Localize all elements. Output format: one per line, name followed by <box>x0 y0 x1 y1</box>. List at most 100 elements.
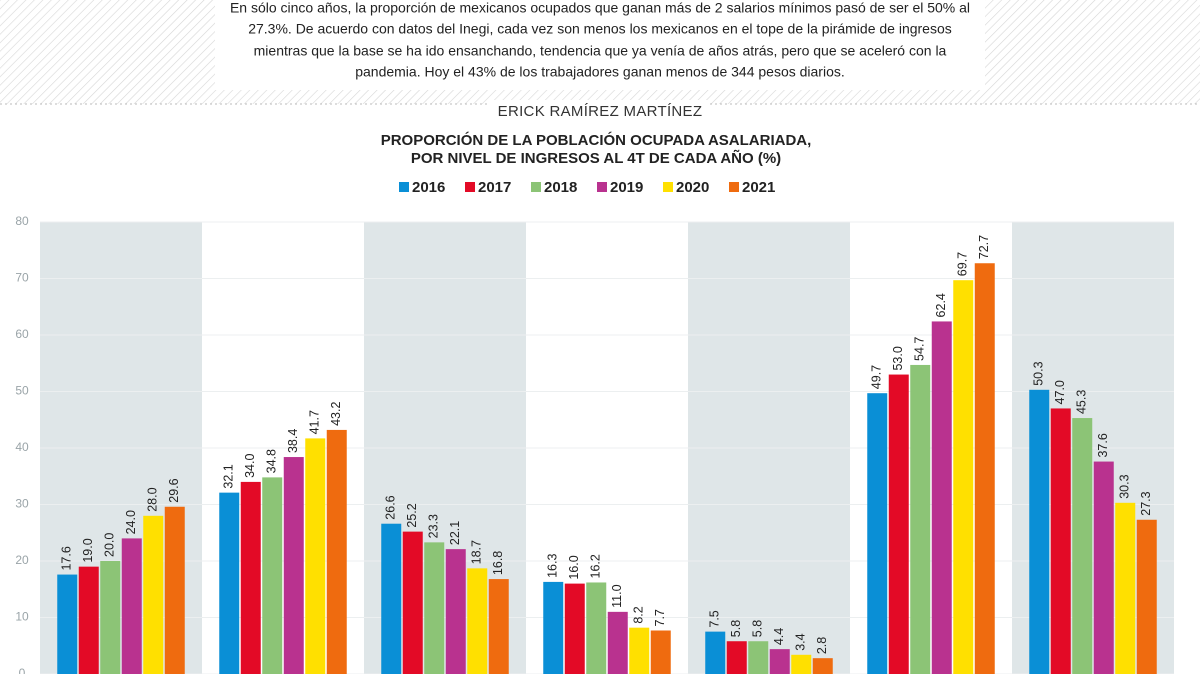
value-label: 34.0 <box>243 454 257 478</box>
bar <box>953 280 974 674</box>
chart-subtitle: POR NIVEL DE INGRESOS AL 4T DE CADA AÑO … <box>411 149 781 167</box>
bar <box>445 549 466 674</box>
legend-label: 2018 <box>544 179 577 196</box>
bar <box>769 649 790 674</box>
bar <box>1072 418 1093 674</box>
value-label: 17.6 <box>60 546 74 570</box>
value-label: 32.1 <box>222 464 236 488</box>
value-label: 22.1 <box>448 521 462 545</box>
bar <box>164 506 185 674</box>
value-label: 72.7 <box>977 235 991 259</box>
bar <box>726 641 747 674</box>
value-label: 41.7 <box>308 410 322 434</box>
legend-label: 2020 <box>676 179 709 196</box>
value-label: 16.0 <box>567 555 581 579</box>
paragraph-line: mientras que la base se ha ido ensanchan… <box>254 43 947 59</box>
bar <box>240 481 261 674</box>
bar <box>283 457 304 674</box>
value-label: 16.3 <box>546 554 560 578</box>
value-label: 30.3 <box>1118 474 1132 498</box>
bar <box>381 523 402 674</box>
paragraph-line: pandemia. Hoy el 43% de los trabajadores… <box>355 64 845 80</box>
bar <box>748 641 769 674</box>
bar <box>888 374 909 674</box>
bar <box>467 568 488 674</box>
value-label: 47.0 <box>1053 380 1067 404</box>
bar <box>812 658 833 674</box>
legend-swatch <box>597 182 607 192</box>
bar <box>121 538 142 674</box>
legend-label: 2016 <box>412 179 445 196</box>
bar <box>607 611 628 674</box>
chart-title: PROPORCIÓN DE LA POBLACIÓN OCUPADA ASALA… <box>381 131 812 149</box>
y-tick-label: 20 <box>15 553 29 567</box>
bar <box>1093 461 1114 674</box>
bar <box>78 566 99 674</box>
value-label: 11.0 <box>610 584 624 607</box>
value-label: 18.7 <box>470 540 484 564</box>
author-background <box>490 100 710 124</box>
value-label: 50.3 <box>1032 361 1046 385</box>
value-label: 5.8 <box>729 620 743 637</box>
legend-swatch <box>399 182 409 192</box>
y-tick-label: 50 <box>15 384 29 398</box>
value-label: 69.7 <box>956 252 970 276</box>
legend-swatch <box>663 182 673 192</box>
paragraph-line: 27.3%. De acuerdo con datos del Inegi, c… <box>248 21 952 37</box>
bar <box>305 438 326 674</box>
y-tick-label: 70 <box>15 271 29 285</box>
plot: 2016 2017 2018 2019 2020 2021 17.6 19.0 20.0 24.0… <box>57 179 1157 674</box>
bar <box>586 582 607 674</box>
value-label: 3.4 <box>794 633 808 650</box>
value-label: 34.8 <box>265 449 279 473</box>
legend-swatch <box>531 182 541 192</box>
value-label: 5.8 <box>751 620 765 637</box>
value-label: 8.2 <box>632 606 646 623</box>
bar <box>100 561 121 674</box>
value-label: 16.2 <box>589 554 603 578</box>
bar <box>1136 519 1157 674</box>
value-label: 49.7 <box>870 365 884 389</box>
bar <box>543 581 564 674</box>
value-label: 25.2 <box>405 503 419 527</box>
value-label: 45.3 <box>1075 390 1089 414</box>
value-label: 28.0 <box>146 487 160 511</box>
value-label: 26.6 <box>384 495 398 519</box>
bar <box>424 542 445 674</box>
y-tick-label: 80 <box>15 214 29 228</box>
legend-swatch <box>729 182 739 192</box>
bar <box>57 574 78 674</box>
value-label: 7.5 <box>708 610 722 627</box>
value-label: 4.4 <box>772 628 786 645</box>
value-label: 20.0 <box>103 533 117 557</box>
legend-label: 2019 <box>610 179 643 196</box>
bar <box>974 263 995 674</box>
value-label: 24.0 <box>124 510 138 534</box>
author: ERICK RAMÍREZ MARTÍNEZ <box>498 103 703 120</box>
y-tick-label: 40 <box>15 440 29 454</box>
y-tick-label: 0 <box>19 666 26 674</box>
bar <box>326 429 347 674</box>
bar <box>1050 408 1071 674</box>
legend-label: 2017 <box>478 179 511 196</box>
paragraph-background <box>215 0 985 90</box>
bar <box>650 630 671 674</box>
value-label: 7.7 <box>653 609 667 626</box>
value-label: 29.6 <box>167 478 181 502</box>
value-label: 23.3 <box>427 514 441 538</box>
legend-label: 2021 <box>742 179 775 196</box>
bar <box>143 515 164 674</box>
bar <box>705 631 726 674</box>
value-label: 38.4 <box>286 429 300 453</box>
value-label: 54.7 <box>913 337 927 361</box>
y-tick-label: 10 <box>15 610 29 624</box>
y-tick-label: 30 <box>15 497 29 511</box>
value-label: 53.0 <box>891 346 905 370</box>
value-label: 19.0 <box>81 538 95 562</box>
bar <box>488 579 509 674</box>
value-label: 2.8 <box>815 637 829 654</box>
bar <box>1029 389 1050 674</box>
paragraph-line: En sólo cinco años, la proporción de mex… <box>230 0 970 16</box>
value-label: 27.3 <box>1139 491 1153 515</box>
